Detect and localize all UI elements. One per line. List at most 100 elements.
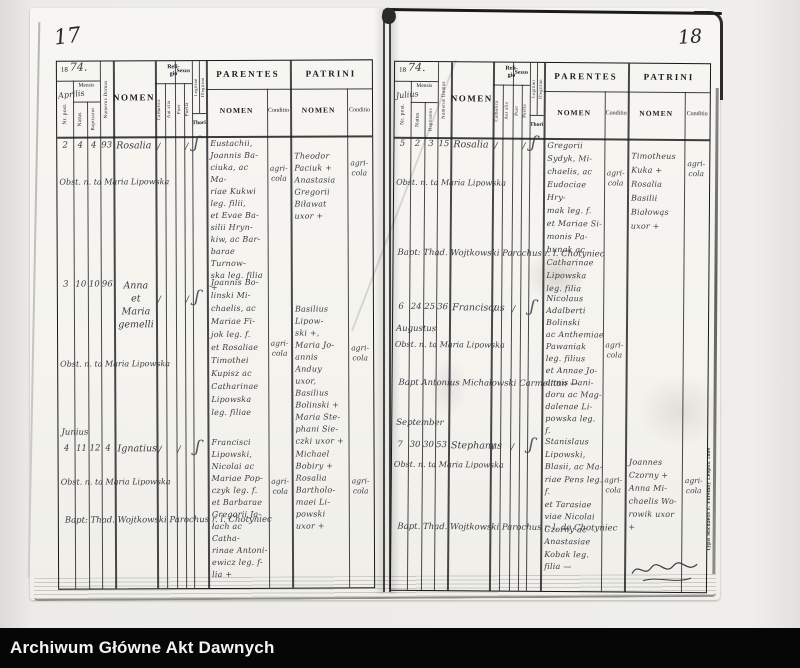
signature-scribble xyxy=(631,562,698,582)
entry-baptisatus-day: 4 xyxy=(90,140,97,151)
entry-house-number: 4 xyxy=(105,443,111,454)
parentes-text: Joannis Bo- linski Mi- chaelis, ac Maria… xyxy=(210,277,259,418)
grid-line xyxy=(529,114,544,116)
entry-nomen: Franciscus xyxy=(452,302,505,314)
section-header-parentes: PARENTES xyxy=(216,68,280,79)
patrini-conditio: agri- cola xyxy=(684,476,703,496)
sexus-tick: / xyxy=(185,295,189,306)
parentes-text: Stanislaus Lipowski, Blasii, ac Ma- riae… xyxy=(544,436,603,572)
entry-nr: 6 xyxy=(398,301,404,312)
column-header-thori: Thori xyxy=(192,120,206,127)
patrini-text: Timotheus Kuka + Rosalia Basilii Białową… xyxy=(630,151,676,231)
patrini-conditio: agri- cola xyxy=(687,159,706,179)
column-header-puer: Puer xyxy=(177,104,183,115)
patrini-text: Michael Bobiry + Rosalia Bartholo- maei … xyxy=(295,449,336,531)
thori-flourish: ʃ xyxy=(194,436,202,458)
patrini-sub-nomen: NOMEN xyxy=(301,105,336,115)
entry-nomen: Ignatius xyxy=(117,443,158,455)
entry-baptisatus-day: 30 xyxy=(423,440,435,451)
year-printed: 18 xyxy=(60,65,68,74)
parentes-sub-nomen: NOMEN xyxy=(557,108,592,118)
parentes-text: Francisci Lipowski, Nicolai ac Mariae Po… xyxy=(211,437,268,580)
parentes-sub-conditio: Conditio xyxy=(605,110,627,117)
parentes-sub-conditio: Conditio xyxy=(268,107,290,114)
book-left-edge xyxy=(27,22,41,578)
page-stain xyxy=(525,250,587,302)
gutter-fold-line xyxy=(383,10,385,592)
printer-imprint: Typis Michaelis F. Poremby Leopoli 1864 xyxy=(707,447,712,551)
parentes-text: Nicolaus Adalberti Bolinski ac Anthemiae… xyxy=(545,293,604,436)
obstetrix-note: Obst. n. ta Maria Lipowska xyxy=(60,477,171,487)
column-header-numerus-domus: Numerus Domus xyxy=(103,80,110,119)
parentes-sub-nomen: NOMEN xyxy=(219,105,254,115)
parentes-conditio: agri- cola xyxy=(605,340,624,360)
grid-line xyxy=(406,80,412,590)
archive-caption-bar: Archiwum Główne Akt Dawnych xyxy=(0,628,800,668)
year-handwritten: 74. xyxy=(407,60,426,75)
section-header-patrini: PATRINI xyxy=(643,71,695,83)
column-header-nr-post: Nr. post. xyxy=(62,102,69,125)
obstetrix-note: Obst. n. ta Maria Lipowska xyxy=(60,359,171,369)
thori-flourish: ʃ xyxy=(528,296,537,318)
grid-line xyxy=(192,113,207,115)
parentes-conditio: agri- cola xyxy=(269,163,288,183)
entry-house-number: 93 xyxy=(101,140,113,151)
column-header-sexus: Sexus xyxy=(514,69,529,76)
month-annotation: Augustus xyxy=(395,323,437,335)
obstetrix-note: Obst. n. ta Maria Lipowska xyxy=(393,459,504,470)
parentes-text: Gregorii Sydyk, Mi- chaelis, ac Eudociae… xyxy=(546,140,603,294)
column-header-nomen: NOMEN xyxy=(112,92,156,103)
entry-nomen: Rosalia xyxy=(453,139,489,151)
folio-number-right: 18 xyxy=(677,25,703,49)
patrini-conditio: agri- cola xyxy=(351,343,370,363)
entry-natus-day: 30 xyxy=(409,439,421,450)
column-header-puella: Puella xyxy=(185,102,191,117)
entry-natus-day: 2 xyxy=(414,138,421,149)
entry-natus-day: 10 xyxy=(75,279,87,290)
column-header-aut-alia: Aut alia xyxy=(504,102,510,121)
book-gutter xyxy=(374,8,400,594)
thori-flourish: ʃ xyxy=(529,132,538,154)
entry-baptisatus-day: 12 xyxy=(89,443,101,454)
column-header-aut-alia: Aut alia xyxy=(167,100,173,119)
grid-line xyxy=(56,80,100,82)
sexus-tick: / xyxy=(185,142,189,153)
religio-tick: / xyxy=(158,445,162,456)
column-header-puella: Puella xyxy=(522,104,528,119)
month-annotation: September xyxy=(396,417,444,429)
patrini-text: Joannes Czorny + Anna Mi- chaelis Wo- ro… xyxy=(628,457,677,532)
column-header-illegitimi: Illegitimi xyxy=(537,79,543,100)
sexus-tick: / xyxy=(511,442,515,453)
patrini-text: Basilius Lipow- ski +, Maria Jo- annis A… xyxy=(294,304,344,446)
religio-tick: / xyxy=(494,141,498,152)
patrini-text: Theodor Paciuk + Anastasia Gregorii Biła… xyxy=(294,151,336,221)
register-table-right: 18 74. Mensis Julius Nr. post. Natus Bap… xyxy=(389,60,712,594)
entry-nr: 4 xyxy=(63,443,70,454)
book-pages: 17 18 Typis Michaelis F. Poremby Leopoli… xyxy=(27,6,723,602)
entry-nr: 7 xyxy=(397,439,403,450)
entry-nr: 3 xyxy=(63,279,69,290)
entry-house-number: 36 xyxy=(437,302,449,313)
sexus-tick: / xyxy=(522,141,526,152)
patrini-conditio: agri- cola xyxy=(351,476,370,496)
parentes-conditio: agri- cola xyxy=(606,168,625,188)
entry-house-number: 96 xyxy=(101,279,113,290)
patrini-sub-conditio: Conditio xyxy=(349,107,371,114)
patrini-sub-nomen: NOMEN xyxy=(639,108,674,118)
patrini-conditio: agri- cola xyxy=(350,158,369,178)
column-header-catholica: Catholica xyxy=(157,99,163,121)
entry-baptisatus-day: 25 xyxy=(424,302,436,313)
entry-nomen: Rosalia xyxy=(116,140,152,152)
book-corner-top-right xyxy=(694,11,723,100)
page-stain xyxy=(638,376,722,446)
register-table-left: 18 74. Mensis Aprilis Nr. post. Natus Ba… xyxy=(55,59,376,590)
religio-tick: / xyxy=(492,442,496,453)
column-header-catholica: Catholica xyxy=(494,100,500,122)
religio-tick: / xyxy=(157,295,161,306)
gutter-fold-line xyxy=(389,10,391,592)
obstetrix-note: Obst. n. ta Maria Lipowska xyxy=(394,339,505,350)
grid-line xyxy=(508,62,515,591)
archive-name-label: Archiwum Główne Akt Dawnych xyxy=(10,638,275,657)
column-header-baptisatus: Baptisatus xyxy=(428,108,434,132)
grid-line xyxy=(205,61,210,589)
